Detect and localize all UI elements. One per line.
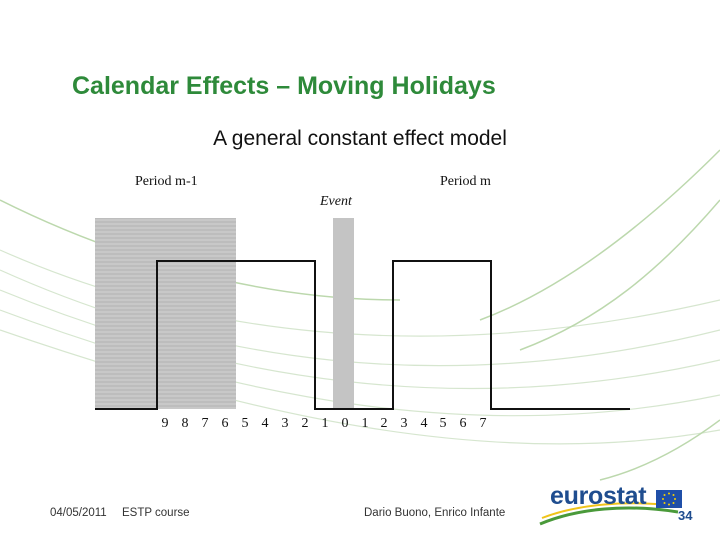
tick-label: 6 [222,416,229,431]
tick-label: 4 [262,416,269,431]
footer-course: ESTP course [122,507,190,519]
tick-label: 9 [162,416,169,431]
event-bar [333,218,354,409]
tick-label: 8 [182,416,189,431]
eurostat-logo: eurostat [538,478,688,528]
label-period-prev: Period m-1 [135,174,198,189]
tick-label: 0 [342,416,349,431]
step-function-line [95,260,630,410]
page-number: 34 [678,508,693,523]
axis-ticks: 9 8 7 6 5 4 3 2 1 0 1 2 3 4 5 6 7 [162,416,487,431]
tick-label: 1 [322,416,329,431]
label-period-curr: Period m [440,174,491,189]
tick-label: 5 [440,416,447,431]
label-event: Event [319,194,353,209]
shaded-period-prev [95,218,236,409]
eu-flag-icon [656,490,682,508]
footer-authors: Dario Buono, Enrico Infante [364,507,506,519]
tick-label: 5 [242,416,249,431]
tick-label: 2 [302,416,309,431]
tick-label: 1 [362,416,369,431]
footer-date: 04/05/2011 [50,507,107,519]
tick-label: 7 [202,416,209,431]
slide-subtitle: A general constant effect model [213,127,507,150]
tick-label: 3 [401,416,408,431]
tick-label: 2 [381,416,388,431]
logo-text: eurostat [550,482,647,510]
tick-label: 3 [282,416,289,431]
slide-title: Calendar Effects – Moving Holidays [72,72,496,100]
tick-label: 6 [460,416,467,431]
tick-label: 7 [480,416,487,431]
tick-label: 4 [421,416,428,431]
